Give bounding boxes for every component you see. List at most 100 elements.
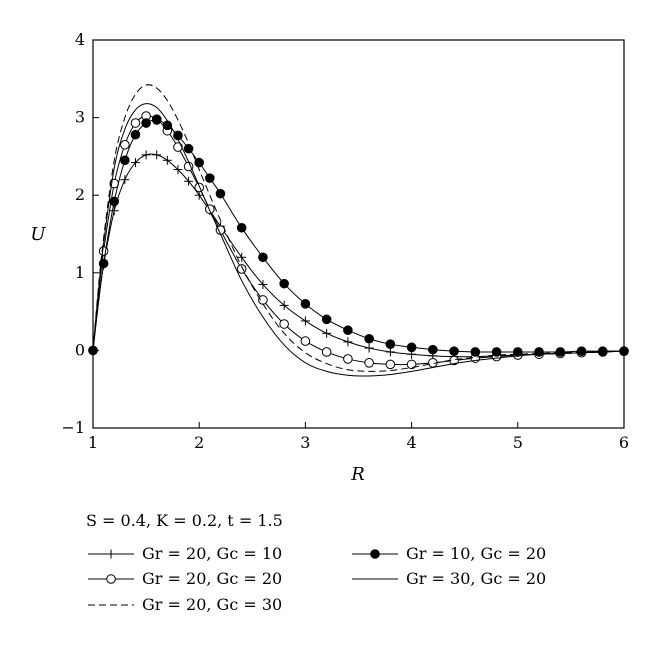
- data-point: [491, 347, 502, 357]
- data-point: [215, 188, 226, 199]
- data-point: [279, 319, 289, 329]
- data-point: [162, 155, 172, 165]
- data-point: [151, 115, 162, 125]
- series-line: [92, 119, 624, 353]
- data-point: [130, 118, 141, 128]
- series-4: [88, 115, 629, 357]
- legend-marker: [106, 549, 116, 559]
- data-point: [173, 142, 183, 152]
- data-point: [576, 346, 587, 356]
- data-point: [130, 129, 141, 140]
- y-tick-label: 3: [75, 108, 85, 127]
- data-point: [597, 346, 608, 356]
- data-point: [236, 222, 247, 233]
- legend-label: Gr = 20, Gc = 10: [142, 544, 282, 563]
- legend-marker: [370, 549, 380, 559]
- plot-area: [92, 39, 625, 429]
- legend-label: Gr = 20, Gc = 20: [142, 569, 282, 588]
- data-point: [428, 344, 438, 355]
- y-tick-label: −1: [61, 418, 85, 437]
- data-point: [513, 347, 523, 357]
- series-line: [92, 103, 625, 377]
- data-point: [406, 359, 417, 370]
- x-tick-label: 3: [300, 433, 310, 452]
- data-point: [258, 279, 268, 289]
- data-point: [184, 176, 194, 186]
- legend-label: Gr = 20, Gc = 30: [142, 595, 282, 614]
- data-point: [183, 143, 194, 154]
- data-point: [120, 139, 130, 150]
- legend-marker: [106, 574, 116, 584]
- data-point: [470, 347, 481, 357]
- data-point: [364, 343, 374, 353]
- data-point: [364, 333, 374, 344]
- series-3: [92, 84, 625, 372]
- series-line: [92, 84, 625, 372]
- data-point: [279, 300, 289, 310]
- data-point: [555, 347, 566, 357]
- axis-ticks: 1 2 3 4 5 6 −1 0 1 2 3 4: [61, 30, 629, 452]
- data-point: [194, 182, 204, 193]
- legend-item: Gr = 20, Gc = 20: [88, 569, 282, 588]
- data-point: [343, 354, 353, 364]
- data-point: [141, 150, 151, 160]
- data-point: [152, 150, 162, 160]
- x-tick-label: 5: [513, 433, 523, 452]
- data-point: [300, 316, 310, 326]
- data-series: [88, 84, 629, 377]
- data-point: [237, 252, 247, 262]
- data-point: [173, 165, 183, 175]
- y-tick-label: 0: [75, 340, 85, 359]
- data-point: [322, 328, 332, 338]
- data-point: [300, 336, 311, 346]
- plot-frame: [92, 39, 625, 429]
- data-point: [120, 175, 130, 185]
- data-point: [406, 342, 417, 353]
- data-point: [321, 347, 332, 357]
- x-tick-label: 4: [407, 433, 417, 452]
- x-tick-label: 2: [194, 433, 204, 452]
- legend-label: Gr = 30, Gc = 20: [406, 569, 546, 588]
- series-5: [92, 103, 625, 377]
- data-point: [343, 337, 353, 347]
- data-point: [364, 358, 374, 368]
- data-point: [130, 158, 140, 168]
- data-point: [205, 204, 215, 214]
- legend: S = 0.4, K = 0.2, t = 1.5 Gr = 20, Gc = …: [86, 511, 546, 614]
- data-point: [141, 118, 151, 128]
- x-tick-label: 1: [88, 433, 98, 452]
- data-point: [109, 206, 119, 216]
- y-axis-label: U: [30, 224, 46, 245]
- data-point: [385, 359, 396, 370]
- series-2: [88, 111, 629, 370]
- legend-item: Gr = 10, Gc = 20: [352, 544, 546, 563]
- data-point: [194, 157, 204, 168]
- x-tick-label: 6: [619, 433, 629, 452]
- x-axis-label: R: [350, 464, 365, 485]
- data-point: [205, 173, 215, 183]
- legend-item: Gr = 20, Gc = 30: [88, 595, 282, 614]
- y-tick-label: 1: [75, 263, 85, 282]
- data-point: [120, 155, 130, 166]
- data-point: [343, 325, 353, 336]
- data-point: [449, 346, 459, 356]
- data-point: [279, 278, 289, 289]
- data-point: [98, 246, 109, 256]
- series-1: [88, 150, 629, 362]
- data-point: [534, 347, 544, 357]
- legend-item: Gr = 20, Gc = 10: [88, 544, 282, 563]
- legend-item: Gr = 30, Gc = 20: [352, 569, 546, 588]
- legend-title: S = 0.4, K = 0.2, t = 1.5: [86, 511, 283, 530]
- y-tick-label: 4: [75, 30, 85, 49]
- y-tick-label: 2: [75, 185, 85, 204]
- data-point: [109, 196, 120, 207]
- data-point: [385, 339, 396, 349]
- series-line: [92, 153, 625, 358]
- data-point: [321, 314, 332, 325]
- data-point: [258, 252, 268, 263]
- legend-label: Gr = 10, Gc = 20: [406, 544, 546, 563]
- series-line: [92, 115, 625, 366]
- data-point: [300, 299, 311, 309]
